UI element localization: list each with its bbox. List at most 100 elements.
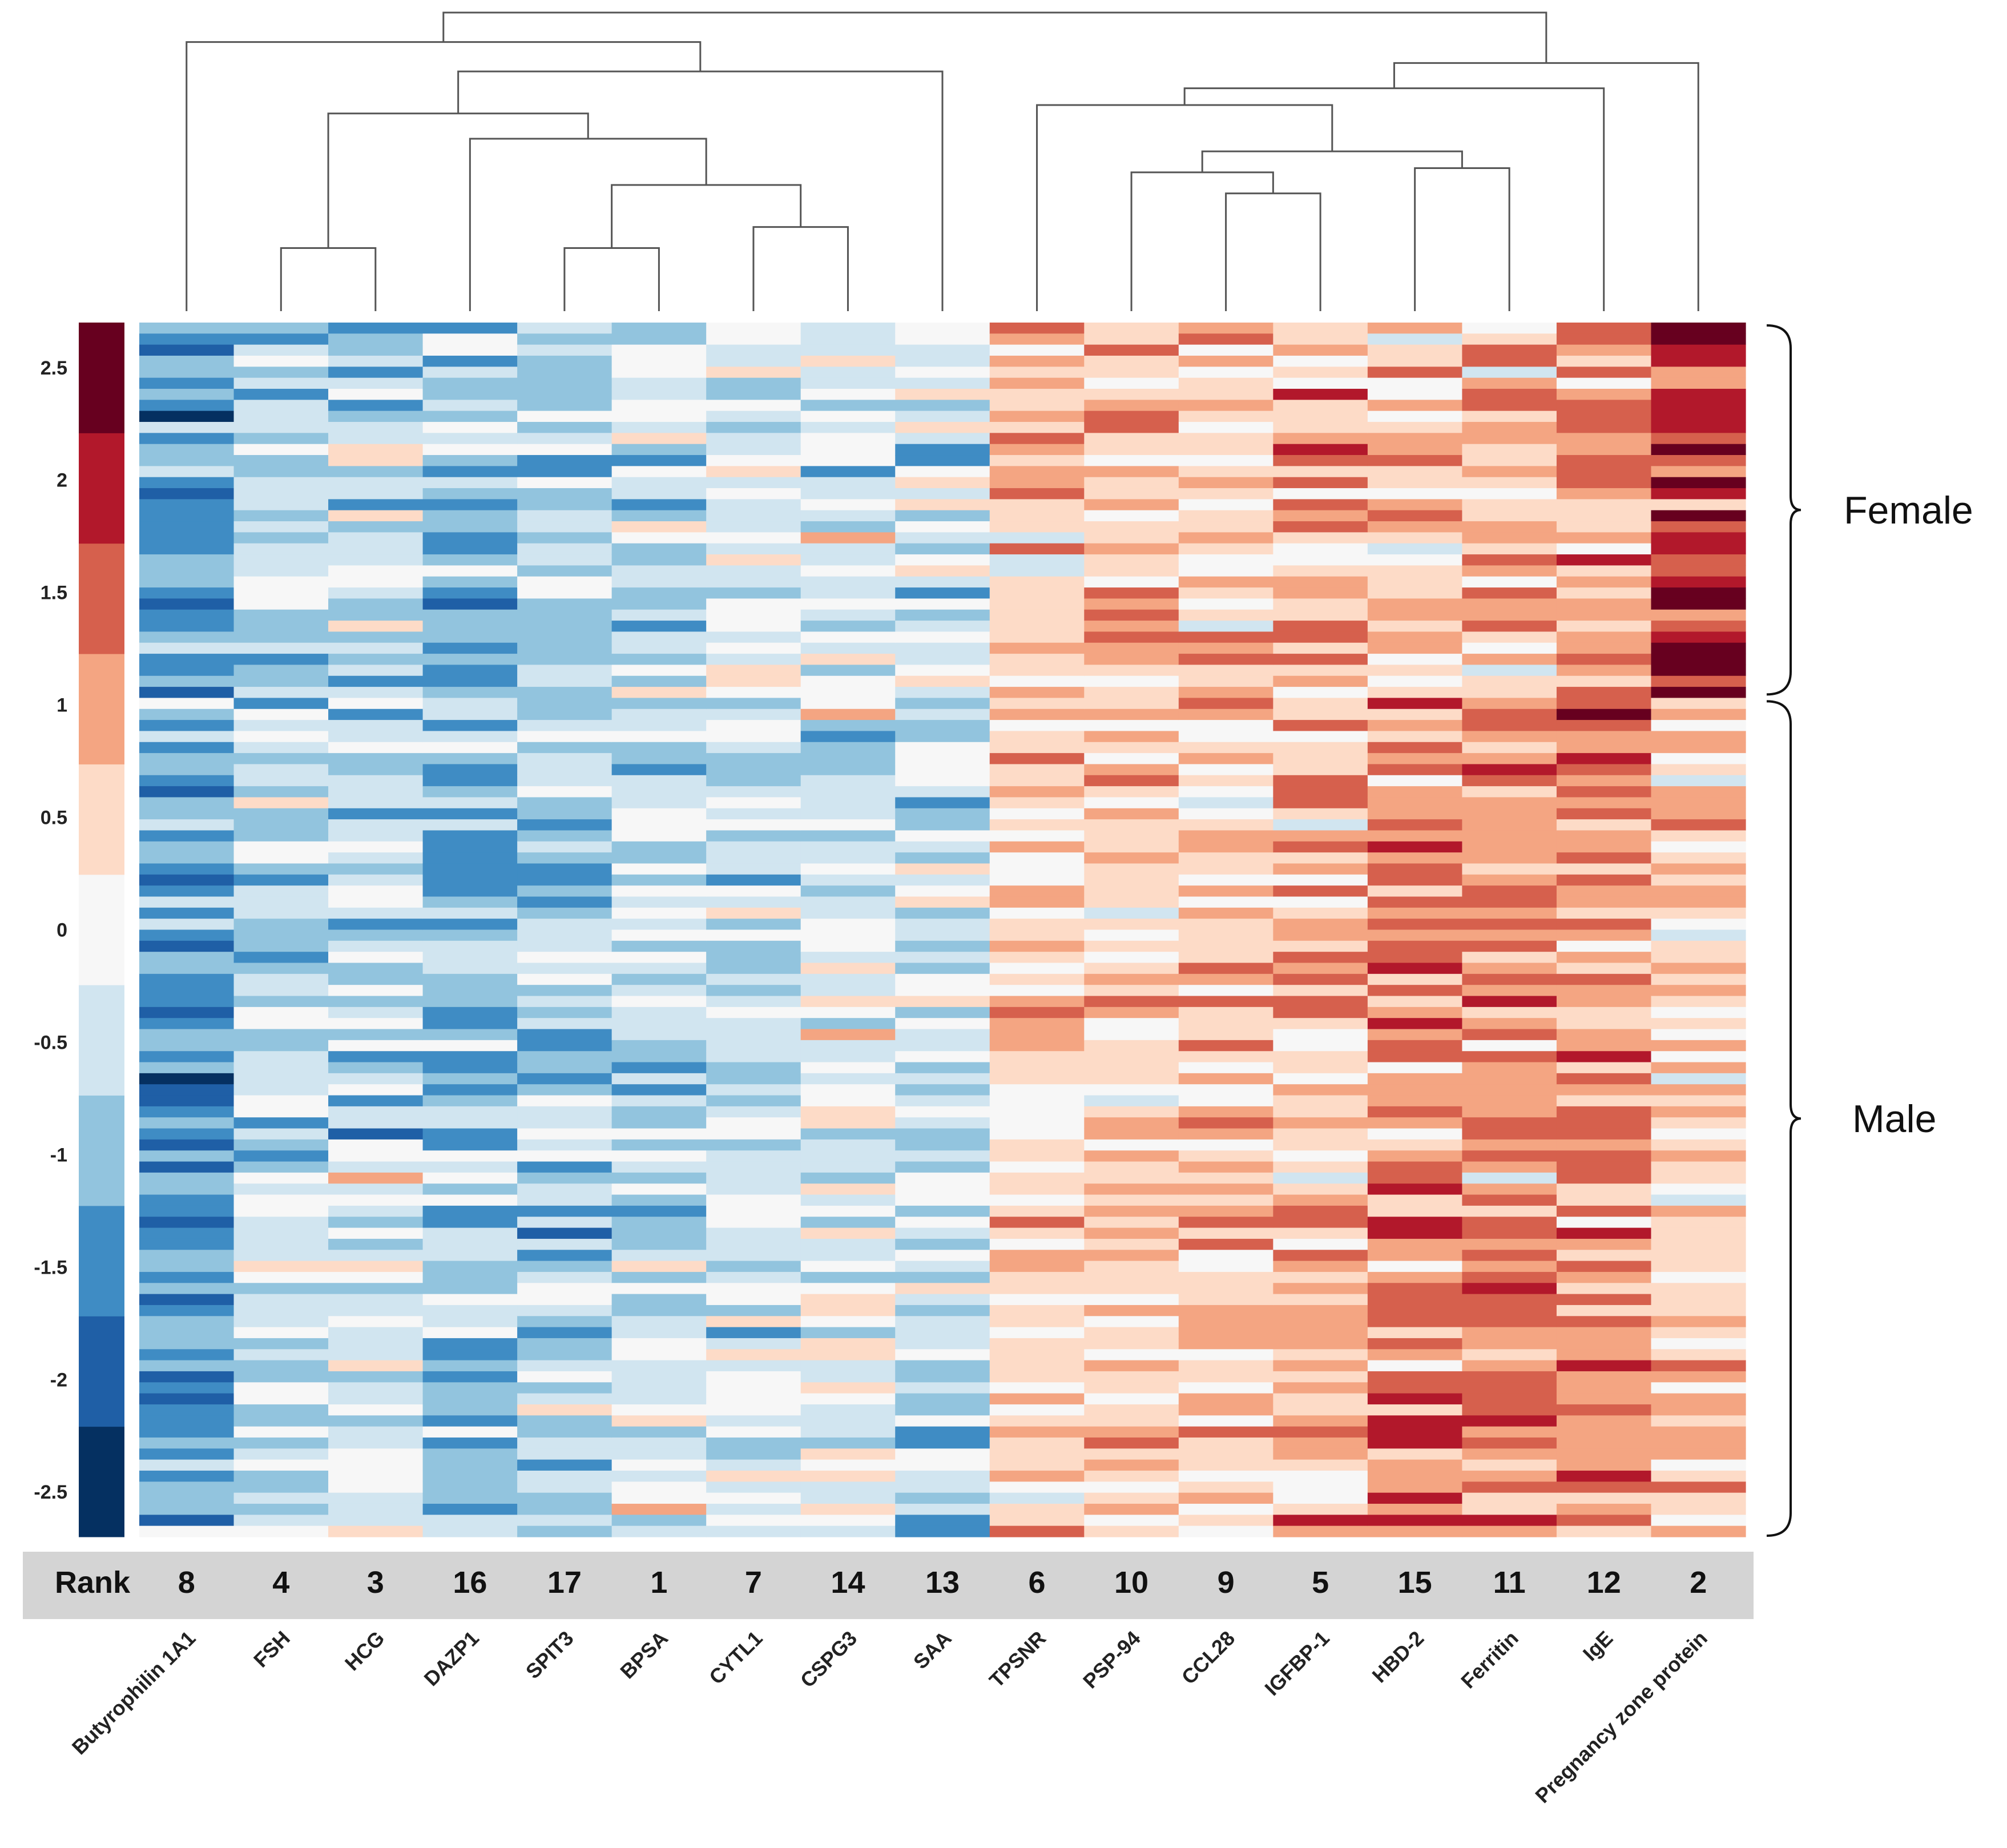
heatmap-cell	[422, 1073, 518, 1085]
heatmap-cell	[1273, 1006, 1368, 1018]
heatmap-cell	[1651, 1106, 1746, 1118]
heatmap-cell	[1651, 1515, 1746, 1527]
heatmap-cell	[233, 1448, 329, 1460]
heatmap-cell	[1651, 963, 1746, 975]
heatmap-cell	[422, 952, 518, 964]
heatmap-cell	[422, 1095, 518, 1107]
heatmap-cell	[233, 333, 329, 345]
heatmap-cell	[1651, 344, 1746, 356]
heatmap-cell	[1556, 1426, 1652, 1438]
heatmap-cell	[1556, 720, 1652, 732]
heatmap-cell	[139, 422, 235, 433]
heatmap-cell	[706, 985, 801, 997]
heatmap-cell	[422, 1481, 518, 1493]
heatmap-cell	[1367, 775, 1463, 787]
rank-label: Rank	[55, 1565, 131, 1600]
heatmap-cell	[1556, 1062, 1652, 1074]
heatmap-cell	[1556, 819, 1652, 831]
heatmap-cell	[328, 1139, 424, 1151]
heatmap-cell	[1462, 819, 1557, 831]
heatmap-cell	[611, 356, 707, 367]
heatmap-cell	[233, 708, 329, 720]
heatmap-cell	[1556, 488, 1652, 500]
heatmap-cell	[328, 808, 424, 820]
heatmap-cell	[328, 1073, 424, 1085]
heatmap-cell	[895, 1018, 990, 1030]
heatmap-cell	[517, 1095, 612, 1107]
heatmap-cell	[989, 598, 1085, 610]
heatmap-cell	[328, 389, 424, 400]
heatmap-cell	[706, 753, 801, 765]
heatmap-cell	[1084, 1161, 1179, 1173]
heatmap-cell	[895, 1084, 990, 1096]
heatmap-cell	[611, 1382, 707, 1394]
heatmap-cell	[1367, 1161, 1463, 1173]
heatmap-cell	[328, 1515, 424, 1527]
heatmap-cell	[1178, 731, 1273, 743]
heatmap-cell	[1556, 477, 1652, 489]
heatmap-cell	[895, 1481, 990, 1493]
heatmap-cell	[800, 952, 896, 964]
heatmap-cell	[1651, 1227, 1746, 1239]
heatmap-cell	[706, 400, 801, 412]
heatmap-cell	[1084, 720, 1179, 732]
heatmap-cell	[328, 996, 424, 1008]
heatmap-cell	[328, 929, 424, 941]
heatmap-cell	[1556, 1183, 1652, 1195]
heatmap-cell	[328, 1448, 424, 1460]
heatmap-cell	[1367, 1492, 1463, 1504]
heatmap-cell	[800, 1492, 896, 1504]
heatmap-cell	[611, 1283, 707, 1295]
heatmap-cell	[1556, 1040, 1652, 1052]
heatmap-cell	[139, 1437, 235, 1449]
heatmap-cell	[706, 1227, 801, 1239]
heatmap-cell	[1178, 587, 1273, 599]
heatmap-cell	[1367, 344, 1463, 356]
heatmap-cell	[989, 1040, 1085, 1052]
column-label: HBD-2	[1368, 1626, 1429, 1688]
heatmap-cell	[1273, 344, 1368, 356]
heatmap-cell	[800, 455, 896, 466]
heatmap-cell	[1462, 510, 1557, 522]
heatmap-cell	[1367, 1006, 1463, 1018]
heatmap-cell	[328, 1051, 424, 1063]
heatmap-cell	[1084, 819, 1179, 831]
heatmap-cell	[1462, 863, 1557, 875]
heatmap-cell	[517, 1018, 612, 1030]
heatmap-cell	[706, 698, 801, 710]
heatmap-cell	[1556, 510, 1652, 522]
heatmap-cell	[706, 1217, 801, 1229]
heatmap-cell	[328, 576, 424, 588]
heatmap-cell	[328, 1437, 424, 1449]
heatmap-cell	[139, 720, 235, 732]
heatmap-cell	[422, 1062, 518, 1074]
heatmap-cell	[1367, 1426, 1463, 1438]
heatmap-cell	[989, 742, 1085, 754]
heatmap-cell	[1178, 1261, 1273, 1273]
rank-value: 12	[1587, 1565, 1621, 1600]
heatmap-cell	[1367, 1205, 1463, 1217]
heatmap-cell	[1462, 598, 1557, 610]
heatmap-cell	[1178, 852, 1273, 864]
heatmap-cell	[895, 1029, 990, 1041]
heatmap-cell	[233, 1426, 329, 1438]
heatmap-cell	[1462, 1205, 1557, 1217]
heatmap-cell	[611, 477, 707, 489]
heatmap-cell	[800, 929, 896, 941]
heatmap-cell	[1273, 863, 1368, 875]
heatmap-cell	[1273, 1073, 1368, 1085]
heatmap-cell	[1462, 1415, 1557, 1427]
heatmap-cell	[1178, 907, 1273, 919]
heatmap-cell	[1273, 1338, 1368, 1350]
heatmap-cell	[233, 1128, 329, 1140]
heatmap-cell	[139, 1261, 235, 1273]
heatmap-cell	[800, 1006, 896, 1018]
heatmap-cell	[1367, 1271, 1463, 1283]
heatmap-cell	[517, 786, 612, 798]
heatmap-cell	[1651, 1194, 1746, 1206]
heatmap-cell	[706, 466, 801, 478]
heatmap-cell	[1178, 1139, 1273, 1151]
heatmap-cell	[233, 1415, 329, 1427]
heatmap-cell	[328, 797, 424, 809]
heatmap-cell	[1178, 1294, 1273, 1306]
